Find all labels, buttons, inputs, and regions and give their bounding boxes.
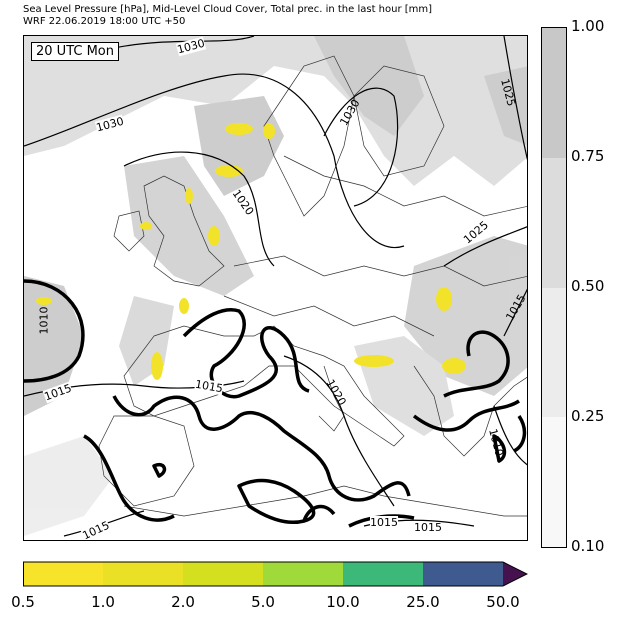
map-subtitle: WRF 22.06.2019 18:00 UTC +50 xyxy=(23,16,186,27)
precip-colorbar-segment xyxy=(183,562,263,586)
cloud-colorbar-segment xyxy=(542,28,566,158)
precip-colorbar-segment xyxy=(263,562,343,586)
cloud-colorbar-segment xyxy=(542,417,566,547)
precip-layer xyxy=(36,123,466,380)
precip-tick-label: 5.0 xyxy=(251,593,275,611)
precip-tick-label: 1.0 xyxy=(91,593,115,611)
precip-colorbar-segment xyxy=(23,562,103,586)
cloud-tick-label: 0.75 xyxy=(571,147,605,165)
isobar-1015-thick xyxy=(24,279,527,528)
precip-tick-label: 10.0 xyxy=(326,593,360,611)
precip-tick-label: 2.0 xyxy=(171,593,195,611)
precip-colorbar-segment xyxy=(343,562,423,586)
isobar-label: 1015 xyxy=(414,521,442,534)
map-title: Sea Level Pressure [hPa], Mid-Level Clou… xyxy=(23,4,433,15)
weather-map: 20 UTC Mon 1030 1030 1030 1025 1020 1025… xyxy=(23,35,528,541)
cloud-cover-colorbar xyxy=(541,27,567,548)
cloud-tick-label: 0.25 xyxy=(571,407,605,425)
precip-colorbar xyxy=(23,561,528,587)
time-label: 20 UTC Mon xyxy=(31,42,119,61)
cloud-tick-label: 1.00 xyxy=(571,17,605,35)
map-canvas xyxy=(24,36,527,537)
cloud-colorbar-segment xyxy=(542,157,566,288)
precip-tick-label: 50.0 xyxy=(486,593,520,611)
cloud-tick-label: 0.10 xyxy=(571,537,605,555)
cloud-colorbar-segment xyxy=(542,287,566,418)
precip-tick-label: 25.0 xyxy=(406,593,440,611)
precip-colorbar-extend-arrow xyxy=(503,562,527,586)
cloud-tick-label: 0.50 xyxy=(571,277,605,295)
precip-colorbar-segment xyxy=(103,562,183,586)
precip-tick-label: 0.5 xyxy=(11,593,35,611)
precip-colorbar-segment xyxy=(423,562,503,586)
coastline-layer xyxy=(98,55,527,517)
isobar-label: 1010 xyxy=(37,306,51,335)
cloud-cover-layer xyxy=(24,36,527,536)
isobar-label: 1015 xyxy=(370,516,398,529)
